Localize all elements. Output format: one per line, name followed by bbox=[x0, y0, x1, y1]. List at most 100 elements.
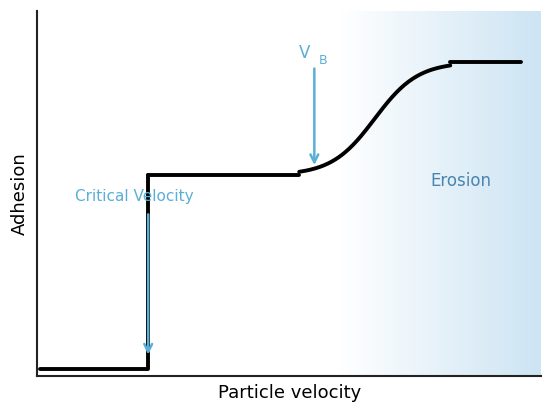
Bar bbox=[381, 11, 382, 375]
Bar bbox=[353, 11, 354, 375]
Bar bbox=[508, 11, 509, 375]
Bar bbox=[483, 11, 484, 375]
Bar bbox=[373, 11, 374, 375]
Bar bbox=[471, 11, 472, 375]
Bar bbox=[492, 11, 493, 375]
Bar bbox=[463, 11, 464, 375]
Bar bbox=[537, 11, 538, 375]
Bar bbox=[434, 11, 435, 375]
Bar bbox=[422, 11, 423, 375]
Bar bbox=[488, 11, 489, 375]
Bar bbox=[486, 11, 487, 375]
X-axis label: Particle velocity: Particle velocity bbox=[217, 384, 361, 402]
Bar bbox=[474, 11, 475, 375]
Bar bbox=[426, 11, 427, 375]
Bar bbox=[489, 11, 490, 375]
Bar bbox=[362, 11, 363, 375]
Bar bbox=[517, 11, 518, 375]
Bar bbox=[439, 11, 440, 375]
Bar bbox=[513, 11, 514, 375]
Bar bbox=[465, 11, 466, 375]
Bar bbox=[367, 11, 368, 375]
Bar bbox=[344, 11, 345, 375]
Bar bbox=[482, 11, 483, 375]
Bar bbox=[457, 11, 458, 375]
Bar bbox=[339, 11, 340, 375]
Bar bbox=[442, 11, 443, 375]
Bar bbox=[478, 11, 479, 375]
Bar bbox=[452, 11, 453, 375]
Text: B: B bbox=[319, 54, 327, 67]
Bar bbox=[538, 11, 539, 375]
Bar bbox=[389, 11, 390, 375]
Bar bbox=[494, 11, 495, 375]
Bar bbox=[447, 11, 448, 375]
Bar bbox=[437, 11, 438, 375]
Bar bbox=[477, 11, 478, 375]
Bar bbox=[354, 11, 355, 375]
Y-axis label: Adhesion: Adhesion bbox=[11, 152, 29, 235]
Text: Erosion: Erosion bbox=[430, 172, 491, 190]
Bar bbox=[398, 11, 399, 375]
Bar bbox=[394, 11, 395, 375]
Bar bbox=[491, 11, 492, 375]
Bar bbox=[408, 11, 410, 375]
Bar bbox=[470, 11, 471, 375]
Bar bbox=[514, 11, 516, 375]
Bar bbox=[392, 11, 393, 375]
Bar bbox=[450, 11, 451, 375]
Bar bbox=[440, 11, 441, 375]
Bar bbox=[424, 11, 426, 375]
Bar bbox=[416, 11, 417, 375]
Bar bbox=[531, 11, 532, 375]
Bar bbox=[520, 11, 521, 375]
Bar bbox=[497, 11, 498, 375]
Bar bbox=[519, 11, 520, 375]
Bar bbox=[356, 11, 357, 375]
Bar bbox=[459, 11, 460, 375]
Bar bbox=[365, 11, 367, 375]
Bar bbox=[397, 11, 398, 375]
Bar bbox=[387, 11, 388, 375]
Text: Critical Velocity: Critical Velocity bbox=[75, 189, 194, 204]
Bar bbox=[385, 11, 386, 375]
Bar bbox=[368, 11, 369, 375]
Bar bbox=[448, 11, 449, 375]
Bar bbox=[536, 11, 537, 375]
Bar bbox=[505, 11, 506, 375]
Bar bbox=[446, 11, 447, 375]
Bar bbox=[526, 11, 527, 375]
Bar bbox=[410, 11, 411, 375]
Bar bbox=[380, 11, 381, 375]
Bar bbox=[351, 11, 352, 375]
Bar bbox=[449, 11, 450, 375]
Bar bbox=[386, 11, 387, 375]
Bar bbox=[461, 11, 463, 375]
Bar bbox=[472, 11, 473, 375]
Bar bbox=[342, 11, 343, 375]
Bar bbox=[352, 11, 353, 375]
Bar bbox=[423, 11, 424, 375]
Bar bbox=[453, 11, 454, 375]
Bar bbox=[419, 11, 420, 375]
Bar bbox=[496, 11, 497, 375]
Bar bbox=[438, 11, 439, 375]
Bar bbox=[495, 11, 496, 375]
Bar bbox=[507, 11, 508, 375]
Bar bbox=[431, 11, 432, 375]
Bar bbox=[480, 11, 481, 375]
Bar bbox=[435, 11, 436, 375]
Bar bbox=[371, 11, 373, 375]
Bar bbox=[527, 11, 528, 375]
Bar bbox=[467, 11, 468, 375]
Bar bbox=[341, 11, 342, 375]
Bar bbox=[414, 11, 415, 375]
Bar bbox=[498, 11, 499, 375]
Bar bbox=[427, 11, 428, 375]
Bar bbox=[355, 11, 356, 375]
Bar bbox=[413, 11, 414, 375]
Bar bbox=[535, 11, 536, 375]
Bar bbox=[421, 11, 422, 375]
Bar bbox=[377, 11, 378, 375]
Bar bbox=[407, 11, 408, 375]
